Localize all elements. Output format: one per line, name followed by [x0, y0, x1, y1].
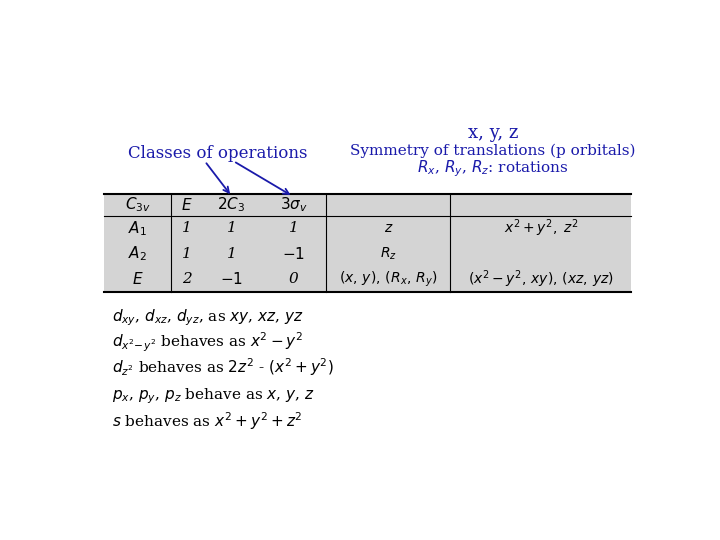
Text: $3\sigma_v$: $3\sigma_v$: [279, 195, 307, 214]
Text: $p_x$, $p_y$, $p_z$ behave as $x$, $y$, $z$: $p_x$, $p_y$, $p_z$ behave as $x$, $y$, …: [112, 386, 315, 406]
Text: $s$ behaves as $x^2 + y^2 + z^2$: $s$ behaves as $x^2 + y^2 + z^2$: [112, 410, 302, 432]
Text: $-1$: $-1$: [220, 271, 243, 287]
Text: $d_{z^2}$ behaves as $2z^2$ - $(x^2 + y^2)$: $d_{z^2}$ behaves as $2z^2$ - $(x^2 + y^…: [112, 356, 333, 378]
Text: 1: 1: [289, 221, 298, 235]
Text: $A_1$: $A_1$: [128, 219, 147, 238]
Text: $E$: $E$: [132, 271, 143, 287]
Text: $-1$: $-1$: [282, 246, 305, 262]
Text: $R_z$: $R_z$: [380, 246, 397, 262]
Text: $2C_3$: $2C_3$: [217, 195, 246, 214]
Text: 1: 1: [227, 247, 236, 261]
Text: 1: 1: [182, 221, 192, 235]
Text: x, y, z: x, y, z: [468, 124, 518, 141]
Text: $z$: $z$: [384, 221, 393, 235]
Text: $x^2+y^2,\;z^2$: $x^2+y^2,\;z^2$: [503, 218, 578, 239]
Text: 1: 1: [227, 221, 236, 235]
Text: $R_x$, $R_y$, $R_z$: rotations: $R_x$, $R_y$, $R_z$: rotations: [418, 158, 569, 179]
Text: $(x^2-y^2,\,xy),\,(xz,\,yz)$: $(x^2-y^2,\,xy),\,(xz,\,yz)$: [468, 268, 613, 290]
Text: $E$: $E$: [181, 197, 193, 213]
Text: $d_{x^2\!-\!y^2}$ behaves as $x^2 - y^2$: $d_{x^2\!-\!y^2}$ behaves as $x^2 - y^2$: [112, 330, 303, 354]
Text: $A_2$: $A_2$: [128, 245, 147, 263]
Text: 2: 2: [182, 272, 192, 286]
Bar: [104, 194, 631, 292]
Text: 0: 0: [289, 272, 298, 286]
Text: $d_{xy}$, $d_{xz}$, $d_{yz}$, as $xy$, $xz$, $yz$: $d_{xy}$, $d_{xz}$, $d_{yz}$, as $xy$, $…: [112, 307, 303, 328]
Text: Classes of operations: Classes of operations: [128, 145, 307, 162]
Text: $(x,\,y),\,(R_x,\,R_y)$: $(x,\,y),\,(R_x,\,R_y)$: [339, 269, 438, 289]
Text: $C_{3v}$: $C_{3v}$: [125, 195, 150, 214]
Text: Symmetry of translations (p orbitals): Symmetry of translations (p orbitals): [350, 144, 636, 158]
Text: 1: 1: [182, 247, 192, 261]
